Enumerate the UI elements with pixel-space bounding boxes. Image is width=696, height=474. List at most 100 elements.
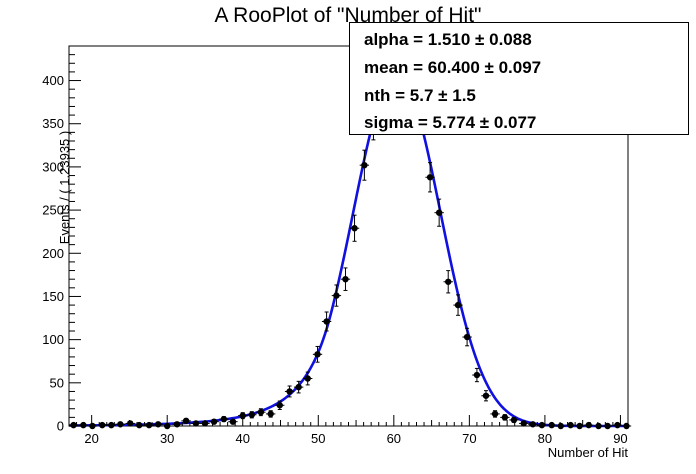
- data-marker: [342, 275, 349, 283]
- data-marker: [426, 174, 434, 181]
- data-point: [78, 421, 89, 429]
- data-marker: [557, 422, 564, 430]
- x-tick-label: 30: [160, 431, 174, 446]
- data-point: [97, 421, 107, 429]
- data-point: [172, 421, 182, 428]
- data-point: [331, 284, 342, 307]
- data-marker: [595, 422, 602, 430]
- data-marker: [445, 278, 452, 285]
- data-point: [547, 421, 557, 429]
- data-marker: [501, 414, 509, 421]
- param-nth: nth = 5.7 ± 1.5: [364, 86, 476, 105]
- data-point: [134, 421, 144, 429]
- data-marker: [136, 421, 143, 429]
- data-marker: [304, 375, 311, 382]
- data-point: [528, 421, 538, 428]
- data-marker: [435, 209, 443, 216]
- data-point: [490, 410, 500, 418]
- data-marker: [117, 421, 124, 428]
- data-marker: [229, 418, 237, 425]
- data-marker: [210, 418, 218, 425]
- data-point: [349, 214, 360, 242]
- data-marker: [70, 421, 77, 429]
- data-marker: [333, 292, 340, 299]
- data-point: [153, 421, 163, 428]
- data-marker: [276, 402, 283, 409]
- data-point: [115, 421, 126, 428]
- fit-parameters-box: alpha = 1.510 ± 0.088 mean = 60.400 ± 0.…: [349, 22, 689, 135]
- x-tick-label: 60: [387, 431, 401, 446]
- data-marker: [173, 421, 181, 428]
- data-point: [462, 327, 472, 347]
- data-point: [106, 421, 116, 429]
- data-point: [500, 414, 510, 421]
- data-point: [340, 267, 351, 291]
- data-marker: [520, 420, 527, 427]
- data-point: [181, 417, 191, 425]
- data-point: [87, 422, 98, 430]
- data-point: [359, 149, 370, 181]
- data-marker: [548, 421, 555, 429]
- data-marker: [529, 421, 537, 428]
- x-tick-label: 90: [613, 431, 627, 446]
- y-tick-label: 250: [42, 203, 64, 218]
- data-marker: [473, 371, 481, 379]
- y-tick-label: 0: [57, 419, 64, 434]
- data-point: [219, 415, 229, 423]
- data-marker: [248, 411, 256, 418]
- data-point: [293, 380, 304, 394]
- data-marker: [361, 161, 368, 169]
- data-point: [621, 422, 632, 430]
- data-marker: [614, 421, 621, 429]
- data-marker: [99, 421, 106, 429]
- param-sigma: sigma = 5.774 ± 0.077: [364, 113, 537, 132]
- data-point: [584, 421, 594, 429]
- data-marker: [295, 383, 302, 391]
- param-alpha: alpha = 1.510 ± 0.088: [364, 30, 532, 49]
- data-marker: [286, 388, 293, 395]
- data-marker: [510, 416, 518, 424]
- data-point: [247, 411, 257, 419]
- y-tick-label: 400: [42, 73, 64, 88]
- data-marker: [108, 421, 115, 429]
- data-point: [509, 416, 519, 424]
- data-marker: [351, 225, 358, 232]
- data-point: [284, 385, 295, 398]
- x-tick-label: 40: [236, 431, 250, 446]
- data-point: [434, 198, 444, 227]
- data-point: [602, 422, 613, 430]
- data-marker: [454, 301, 462, 309]
- data-marker: [323, 318, 330, 325]
- data-marker: [220, 415, 228, 423]
- data-marker: [314, 351, 321, 358]
- data-marker: [491, 410, 499, 418]
- data-point: [321, 311, 332, 332]
- data-point: [472, 367, 482, 383]
- y-tick-label: 150: [42, 289, 64, 304]
- x-tick-label: 20: [84, 431, 98, 446]
- data-marker: [538, 421, 546, 429]
- data-point: [443, 270, 453, 294]
- data-marker: [267, 410, 274, 418]
- data-marker: [604, 422, 611, 430]
- data-point: [256, 408, 266, 417]
- data-point: [565, 421, 576, 429]
- data-marker: [576, 422, 583, 430]
- data-point: [266, 410, 276, 418]
- x-tick-label: 50: [311, 431, 325, 446]
- data-point: [303, 371, 313, 386]
- data-marker: [585, 421, 592, 429]
- data-point: [556, 422, 566, 430]
- data-point: [425, 162, 435, 193]
- y-tick-label: 100: [42, 332, 64, 347]
- data-marker: [257, 408, 265, 416]
- y-tick-label: 200: [42, 246, 64, 261]
- data-marker: [89, 422, 96, 430]
- param-mean: mean = 60.400 ± 0.097: [364, 58, 542, 77]
- data-marker: [567, 421, 574, 429]
- data-marker: [80, 421, 87, 429]
- y-tick-label: 300: [42, 159, 64, 174]
- data-point: [312, 345, 323, 363]
- data-point: [593, 422, 604, 430]
